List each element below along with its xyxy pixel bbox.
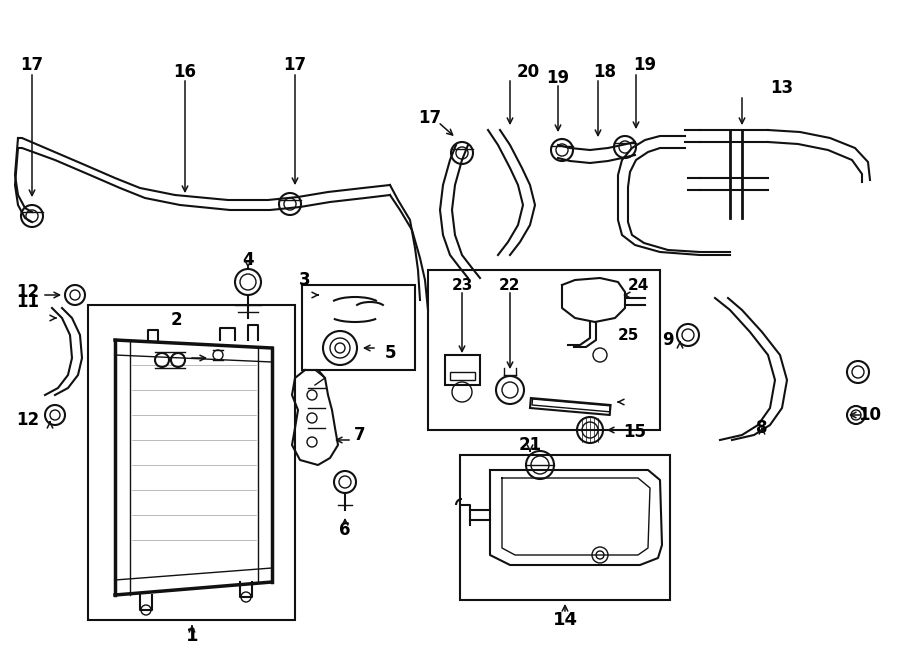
Text: 18: 18 bbox=[593, 63, 616, 81]
Text: 14: 14 bbox=[553, 611, 578, 629]
Bar bbox=[302, 285, 415, 370]
Text: 9: 9 bbox=[662, 331, 674, 349]
Text: 11: 11 bbox=[16, 293, 40, 311]
Text: 12: 12 bbox=[16, 283, 40, 301]
Text: 12: 12 bbox=[16, 411, 40, 429]
Text: 19: 19 bbox=[634, 56, 657, 74]
Bar bbox=[530, 398, 610, 415]
Bar bbox=[88, 305, 295, 620]
Text: 16: 16 bbox=[174, 63, 196, 81]
Bar bbox=[428, 270, 660, 430]
Bar bbox=[450, 372, 475, 380]
Text: 20: 20 bbox=[517, 63, 540, 81]
Text: 5: 5 bbox=[384, 344, 396, 362]
Text: 17: 17 bbox=[21, 56, 43, 74]
Text: 25: 25 bbox=[617, 327, 639, 342]
Text: 3: 3 bbox=[299, 271, 310, 289]
Text: 17: 17 bbox=[418, 109, 442, 127]
Text: 15: 15 bbox=[624, 423, 646, 441]
Text: 23: 23 bbox=[451, 278, 472, 293]
Text: 21: 21 bbox=[518, 436, 542, 454]
Text: 10: 10 bbox=[859, 406, 881, 424]
Text: 6: 6 bbox=[339, 521, 351, 539]
Text: 22: 22 bbox=[500, 278, 521, 293]
Text: 7: 7 bbox=[355, 426, 365, 444]
Bar bbox=[460, 455, 670, 600]
Text: 2: 2 bbox=[170, 311, 182, 329]
Text: 24: 24 bbox=[627, 278, 649, 293]
Bar bbox=[532, 399, 610, 412]
Bar bbox=[445, 355, 480, 385]
Text: 1: 1 bbox=[185, 627, 198, 645]
Text: 17: 17 bbox=[284, 56, 307, 74]
Text: 8: 8 bbox=[756, 419, 768, 437]
Text: 4: 4 bbox=[242, 251, 254, 269]
Text: 13: 13 bbox=[770, 79, 794, 97]
Text: 19: 19 bbox=[546, 69, 570, 87]
